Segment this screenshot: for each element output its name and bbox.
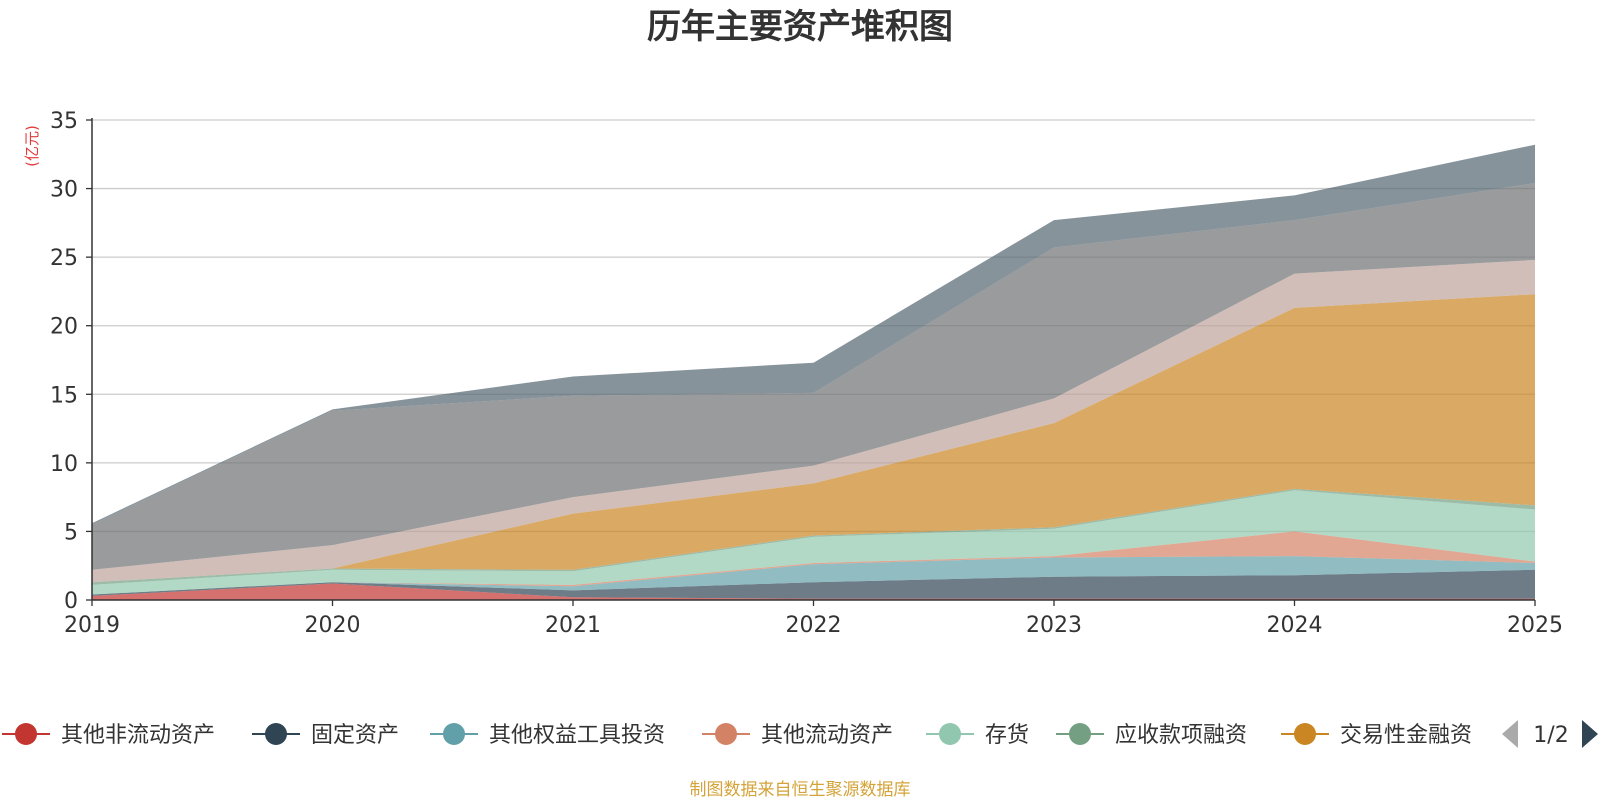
y-tick-label: 10: [50, 452, 78, 477]
legend-item[interactable]: 存货: [926, 723, 1029, 748]
legend-swatch-icon: [939, 723, 961, 745]
y-tick-label: 0: [64, 589, 78, 614]
area-series-1: [92, 583, 1535, 600]
data-source-note: 制图数据来自恒生聚源数据库: [690, 780, 911, 800]
legend-item[interactable]: 其他流动资产: [702, 723, 893, 748]
legend-item[interactable]: 应收款项融资: [1056, 723, 1247, 748]
legend-prev-page-icon[interactable]: [1502, 720, 1518, 748]
area-series-10: [92, 144, 1535, 525]
x-tick-label: 2023: [1026, 613, 1082, 638]
area-series-3: [92, 556, 1535, 595]
x-tick-label: 2021: [545, 613, 601, 638]
y-axis-unit-label: (亿元): [23, 125, 41, 167]
legend-page-label: 1/2: [1533, 723, 1568, 748]
legend-item[interactable]: 固定资产: [252, 723, 399, 748]
legend-label: 其他流动资产: [761, 723, 893, 748]
y-tick-label: 35: [50, 109, 78, 134]
y-tick-label: 25: [50, 246, 78, 271]
legend-pager: 1/2: [1502, 720, 1598, 748]
y-tick-label: 30: [50, 178, 78, 203]
legend-label: 交易性金融资: [1340, 723, 1472, 748]
legend-item[interactable]: 交易性金融资: [1281, 723, 1472, 748]
area-series-group: [92, 144, 1535, 600]
x-tick-label: 2024: [1267, 613, 1323, 638]
legend-swatch-icon: [443, 723, 465, 745]
area-series-5: [92, 490, 1535, 595]
legend-label: 其他非流动资产: [61, 723, 215, 748]
y-tick-label: 5: [64, 520, 78, 545]
legend-item[interactable]: 其他权益工具投资: [430, 723, 665, 748]
chart-title: 历年主要资产堆积图: [647, 7, 953, 47]
area-series-4: [92, 531, 1535, 595]
y-tick-label: 20: [50, 315, 78, 340]
area-series-2: [92, 569, 1535, 599]
area-series-7: [92, 294, 1535, 583]
area-series-6: [92, 488, 1535, 585]
legend-swatch-icon: [1294, 723, 1316, 745]
x-tick-label: 2019: [64, 613, 120, 638]
legend-item[interactable]: 其他非流动资产: [2, 723, 215, 748]
y-tick-label: 15: [50, 383, 78, 408]
legend: 其他非流动资产 固定资产 其他权益工具投资 其他流动资产 存货 应收款项融资 交易性金融资: [2, 723, 1472, 748]
legend-label: 应收款项融资: [1115, 723, 1247, 748]
legend-swatch-icon: [265, 723, 287, 745]
x-tick-label: 2025: [1507, 613, 1563, 638]
legend-label: 其他权益工具投资: [489, 723, 665, 748]
x-tick-label: 2022: [786, 613, 842, 638]
x-tick-label: 2020: [305, 613, 361, 638]
area-series-9: [92, 183, 1535, 570]
legend-label: 固定资产: [311, 723, 399, 748]
legend-label: 存货: [985, 723, 1029, 748]
area-series-8: [92, 259, 1535, 583]
legend-next-page-icon[interactable]: [1582, 720, 1598, 748]
legend-swatch-icon: [1069, 723, 1091, 745]
legend-swatch-icon: [715, 723, 737, 745]
legend-swatch-icon: [15, 723, 37, 745]
